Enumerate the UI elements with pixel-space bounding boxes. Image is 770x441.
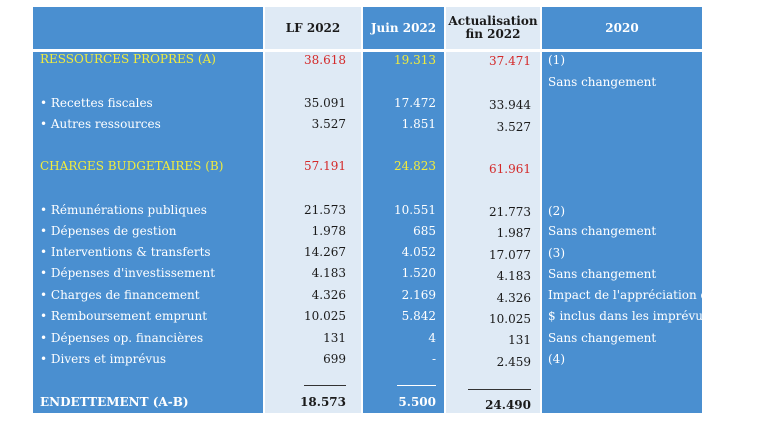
row-lf-financement: 4.326 <box>311 288 346 302</box>
row-label-depenses-gestion: • Dépenses de gestion <box>40 224 177 238</box>
row-label-ressources-propres: RESSOURCES PROPRES (A) <box>40 52 216 66</box>
row-juin-recettes-fiscales: 17.472 <box>394 96 436 110</box>
row-note-depenses-gestion: Sans changement <box>548 224 657 238</box>
row-juin-divers: - <box>431 352 436 366</box>
budget-table: LF 2022 Juin 2022 Actualisation fin 2022… <box>33 7 716 413</box>
row-act-op-financieres: 131 <box>508 333 531 347</box>
total-rule-lf <box>304 385 346 386</box>
row-lf-charges-budgetaires: 57.191 <box>304 159 346 173</box>
row-label-op-financieres: • Dépenses op. financières <box>40 331 204 345</box>
row-note-remboursement: $ inclus dans les imprévus <box>548 309 710 323</box>
row-note-financement: Impact de l'appréciation du <box>548 288 716 302</box>
y2020-column <box>542 7 702 413</box>
row-act-depenses-gestion: 1.987 <box>496 226 531 240</box>
row-label-charges-budgetaires: CHARGES BUDGETAIRES (B) <box>40 159 224 173</box>
header-label <box>33 7 263 49</box>
total-rule-act <box>468 389 531 390</box>
row-label-investissement: • Dépenses d'investissement <box>40 266 216 280</box>
row-lf-interventions: 14.267 <box>304 245 346 259</box>
row-juin-financement: 2.169 <box>401 288 436 302</box>
row-juin-remboursement: 5.842 <box>401 309 436 323</box>
row-act-divers: 2.459 <box>496 355 531 369</box>
row-act-remboursement: 10.025 <box>489 312 531 326</box>
row-juin-op-financieres: 4 <box>428 331 436 345</box>
header-2020: 2020 <box>605 20 639 35</box>
row-act-endettement: 24.490 <box>485 398 531 412</box>
header-lf2022: LF 2022 <box>285 20 341 35</box>
row-note-divers: (4) <box>548 352 565 366</box>
header-actualisation: Actualisation fin 2022 <box>446 7 540 49</box>
row-lf-remunerations: 21.573 <box>304 203 346 217</box>
row-label-autres-ressources: • Autres ressources <box>40 117 161 131</box>
row-note-ressources-propres: (1) <box>548 53 565 67</box>
header-juin2022: Juin 2022 <box>370 20 437 35</box>
row-act-autres-ressources: 3.527 <box>496 120 531 134</box>
total-rule-juin <box>397 385 436 386</box>
row-juin-charges-budgetaires: 24.823 <box>394 159 436 173</box>
row-act-charges-budgetaires: 61.961 <box>489 162 531 176</box>
row-note-sans-changement-1: Sans changement <box>548 75 657 89</box>
row-label-remunerations: • Rémunérations publiques <box>40 203 207 217</box>
row-note-remunerations: (2) <box>548 204 565 218</box>
row-juin-depenses-gestion: 685 <box>413 224 436 238</box>
row-act-interventions: 17.077 <box>489 248 531 262</box>
row-lf-remboursement: 10.025 <box>304 309 346 323</box>
lf2022-column <box>265 7 361 413</box>
row-lf-endettement: 18.573 <box>300 395 346 409</box>
row-juin-interventions: 4.052 <box>401 245 436 259</box>
header-actualisation-line2: fin 2022 <box>465 27 521 41</box>
actualisation-column <box>446 7 540 413</box>
row-note-op-financieres: Sans changement <box>548 331 657 345</box>
row-note-interventions: (3) <box>548 246 565 260</box>
row-lf-depenses-gestion: 1.978 <box>311 224 346 238</box>
row-act-financement: 4.326 <box>496 291 531 305</box>
row-label-interventions: • Interventions & transferts <box>40 245 211 259</box>
row-lf-autres-ressources: 3.527 <box>311 117 346 131</box>
row-lf-ressources-propres: 38.618 <box>304 53 346 67</box>
row-lf-op-financieres: 131 <box>323 331 346 345</box>
header-separator <box>33 49 702 52</box>
row-juin-investissement: 1.520 <box>401 266 436 280</box>
row-act-recettes-fiscales: 33.944 <box>489 98 531 112</box>
header-actualisation-line1: Actualisation <box>448 14 538 28</box>
row-label-endettement: ENDETTEMENT (A-B) <box>40 395 189 409</box>
row-juin-autres-ressources: 1.851 <box>401 117 436 131</box>
row-label-recettes-fiscales: • Recettes fiscales <box>40 96 153 110</box>
row-act-remunerations: 21.773 <box>489 205 531 219</box>
row-act-investissement: 4.183 <box>496 269 531 283</box>
juin2022-column <box>363 7 444 413</box>
label-column <box>33 7 263 413</box>
row-juin-remunerations: 10.551 <box>394 203 436 217</box>
row-lf-investissement: 4.183 <box>311 266 346 280</box>
row-lf-divers: 699 <box>323 352 346 366</box>
row-juin-ressources-propres: 19.313 <box>394 53 436 67</box>
row-juin-endettement: 5.500 <box>398 395 436 409</box>
row-lf-recettes-fiscales: 35.091 <box>304 96 346 110</box>
row-label-divers: • Divers et imprévus <box>40 352 167 366</box>
row-label-remboursement: • Remboursement emprunt <box>40 309 208 323</box>
row-note-investissement: Sans changement <box>548 267 657 281</box>
row-label-financement: • Charges de financement <box>40 288 200 302</box>
row-act-ressources-propres: 37.471 <box>489 54 531 68</box>
